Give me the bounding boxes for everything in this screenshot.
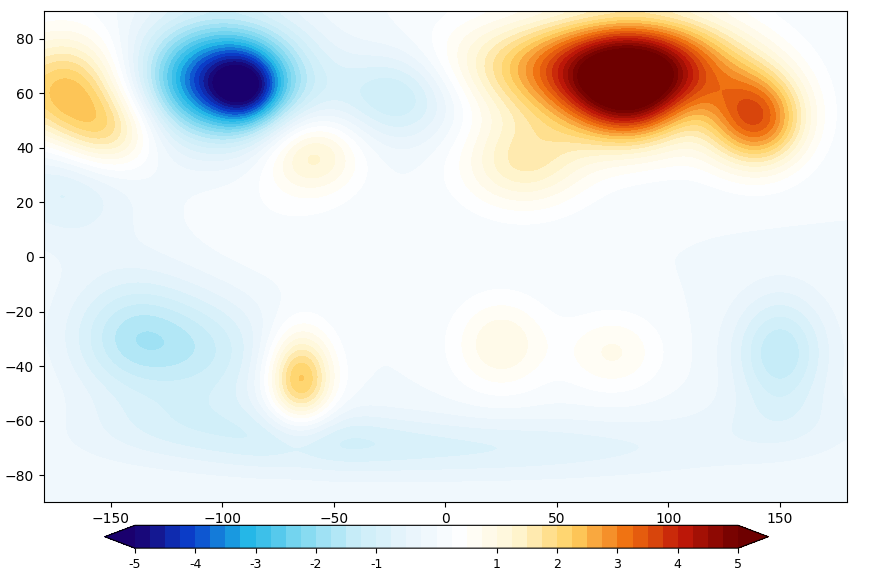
PathPatch shape [738, 525, 768, 548]
PathPatch shape [105, 525, 135, 548]
